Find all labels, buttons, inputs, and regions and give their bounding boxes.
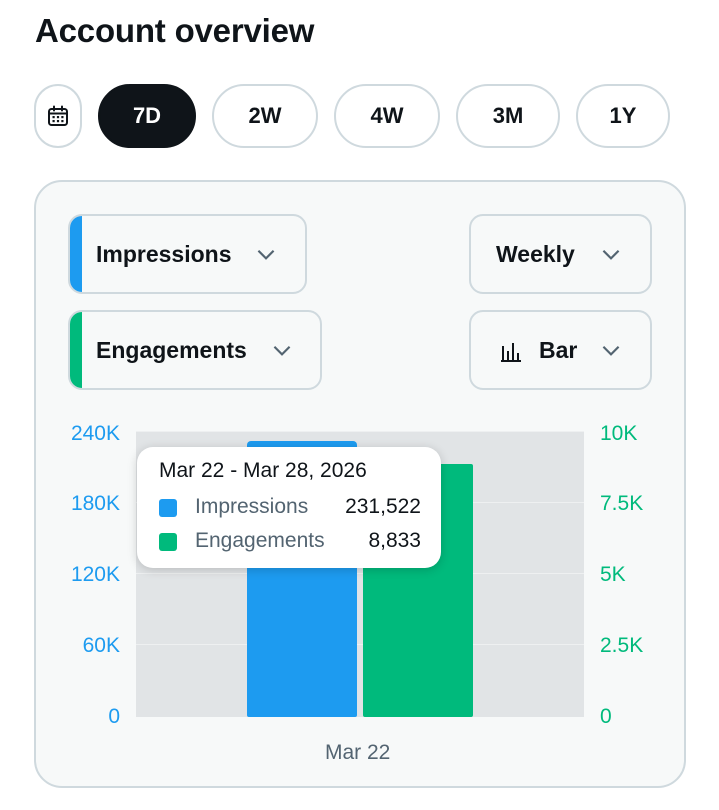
- chart-type-label: Bar: [539, 336, 578, 363]
- metric-secondary-label: Engagements: [96, 336, 247, 363]
- metric-color-stripe: [70, 312, 82, 388]
- gridline: [136, 573, 584, 574]
- tooltip-title: Mar 22 - Mar 28, 2026: [159, 459, 367, 482]
- bar-chart-icon: [501, 343, 521, 362]
- x-tick-label: Mar 22: [325, 741, 391, 764]
- y-left-tick: 180K: [70, 492, 120, 515]
- range-option-4w[interactable]: 4W: [334, 84, 440, 148]
- tooltip-series-value: 231,522: [345, 495, 421, 518]
- y-left-tick: 120K: [70, 563, 120, 586]
- gridline: [136, 644, 584, 645]
- range-option-2w[interactable]: 2W: [212, 84, 318, 148]
- tooltip-series-name: Impressions: [195, 495, 309, 518]
- y-left-tick: 60K: [82, 634, 120, 657]
- page-title: Account overview: [35, 12, 315, 49]
- metric-secondary-dropdown[interactable]: Engagements: [68, 310, 322, 390]
- y-right-tick: 0: [600, 705, 612, 728]
- legend-swatch: [159, 533, 177, 551]
- gridline: [136, 431, 584, 432]
- metric-color-stripe: [70, 216, 82, 292]
- range-option-3m[interactable]: 3M: [456, 84, 560, 148]
- chart-type-dropdown[interactable]: Bar: [469, 310, 652, 390]
- calendar-button[interactable]: [34, 84, 82, 148]
- metric-primary-dropdown[interactable]: Impressions: [68, 214, 307, 294]
- legend-swatch: [159, 499, 177, 517]
- chevron-down-icon: [273, 345, 291, 356]
- y-left-tick: 240K: [70, 422, 120, 445]
- y-right-tick: 10K: [600, 422, 638, 445]
- interval-dropdown[interactable]: Weekly: [469, 214, 652, 294]
- chart-tooltip: Mar 22 - Mar 28, 2026 Impressions 231,52…: [137, 447, 441, 568]
- y-right-tick: 2.5K: [600, 634, 644, 657]
- tooltip-row-engagements: Engagements 8,833: [159, 529, 421, 555]
- chevron-down-icon: [602, 249, 620, 260]
- tooltip-series-value: 8,833: [368, 529, 421, 552]
- y-right-tick: 5K: [600, 563, 626, 586]
- calendar-icon: [48, 105, 68, 126]
- tooltip-row-impressions: Impressions 231,522: [159, 495, 421, 521]
- range-option-7d[interactable]: 7D: [98, 84, 196, 148]
- date-range-selector: 7D 2W 4W 3M 1Y: [34, 84, 694, 148]
- metric-primary-label: Impressions: [96, 240, 232, 267]
- chevron-down-icon: [257, 249, 275, 260]
- y-left-tick: 0: [108, 705, 120, 728]
- y-right-tick: 7.5K: [600, 492, 644, 515]
- interval-label: Weekly: [496, 240, 575, 267]
- chevron-down-icon: [602, 345, 620, 356]
- tooltip-series-name: Engagements: [195, 529, 325, 552]
- range-option-1y[interactable]: 1Y: [576, 84, 670, 148]
